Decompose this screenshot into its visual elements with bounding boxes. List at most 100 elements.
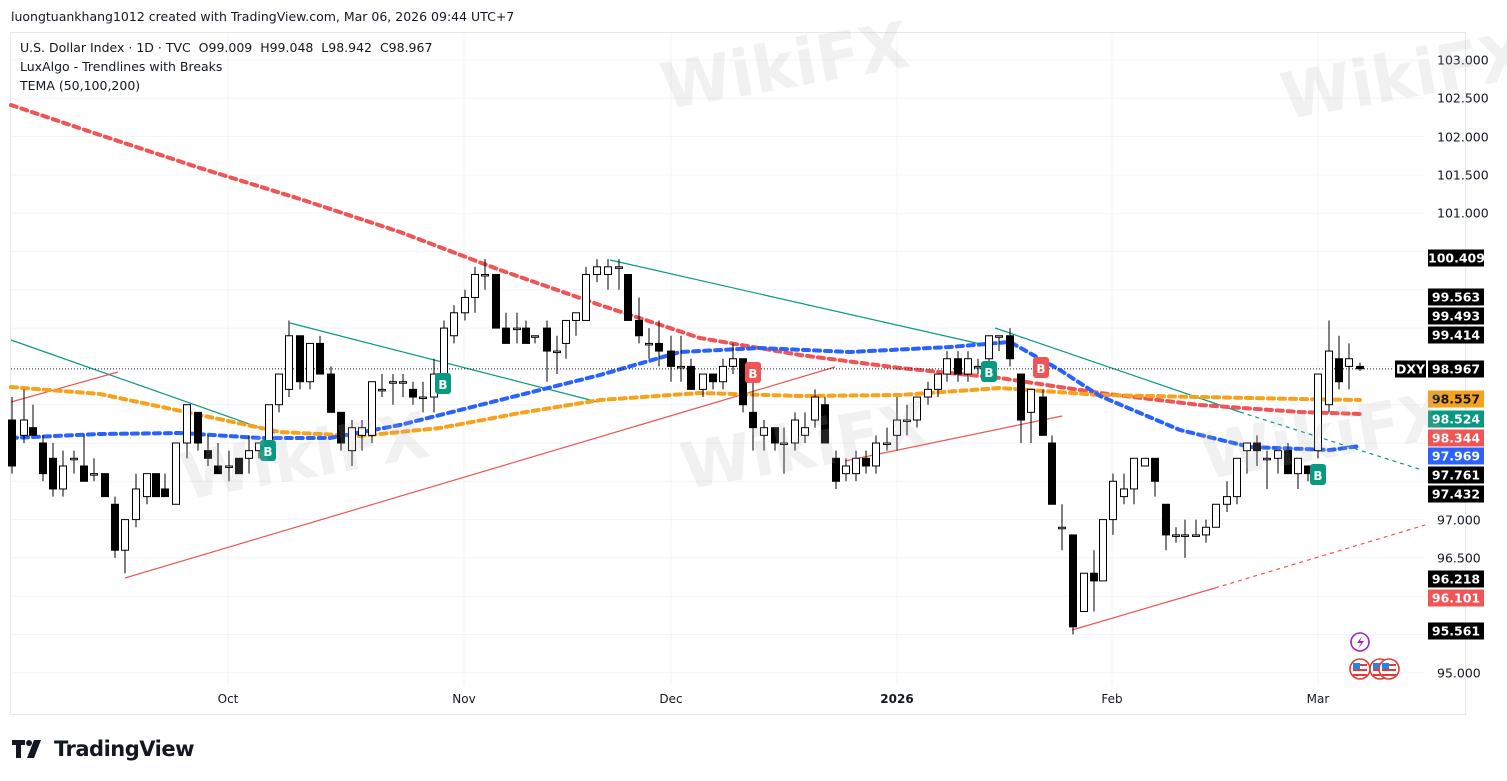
- candle-body: [513, 327, 521, 331]
- candle-body: [1233, 457, 1241, 498]
- time-axis-label: Oct: [217, 692, 239, 706]
- time-axis-label: Feb: [1101, 692, 1123, 706]
- break-down-label[interactable]: B: [1033, 357, 1049, 378]
- svg-text:B: B: [748, 367, 757, 381]
- svg-text:B: B: [984, 366, 993, 380]
- candle-body: [225, 465, 233, 468]
- candle-body: [1202, 526, 1210, 536]
- break-up-label[interactable]: B: [260, 440, 276, 461]
- price-tag: 99.493: [1428, 307, 1484, 325]
- price-tag: 99.563: [1428, 288, 1484, 306]
- candle-body: [852, 457, 860, 475]
- candle-body: [1162, 503, 1170, 536]
- candle-body: [245, 450, 253, 459]
- candle-body: [1345, 358, 1353, 367]
- candle-body: [913, 396, 921, 421]
- candle-body: [667, 350, 675, 367]
- candle-body: [1314, 373, 1322, 452]
- price-axis-tick: 101.500: [1437, 167, 1489, 183]
- candle-body: [771, 427, 779, 444]
- tema-200-line: [9, 103, 1362, 416]
- tradingview-logo: TradingView: [12, 737, 194, 761]
- candle-body: [1223, 496, 1231, 505]
- candle-body: [842, 465, 850, 475]
- break-down-label[interactable]: B: [745, 362, 761, 383]
- candle-body: [214, 465, 222, 475]
- candle-body: [471, 273, 479, 298]
- candle-body: [1325, 350, 1333, 406]
- tema-50-line: [9, 339, 1362, 453]
- time-axis-label: Mar: [1306, 692, 1330, 706]
- candle-body: [419, 396, 427, 400]
- trendline: [609, 259, 986, 346]
- candle-body: [832, 457, 840, 482]
- price-axis-tick: 96.500: [1437, 550, 1481, 566]
- candle-body: [593, 266, 601, 275]
- candle-body: [943, 358, 951, 375]
- trendline: [1214, 524, 1426, 589]
- candle-body: [677, 365, 685, 369]
- tradingview-logo-icon: [12, 740, 41, 758]
- us-flag-stripe: [1382, 669, 1396, 671]
- legend-indicator-tema[interactable]: TEMA (50,100,200): [20, 78, 141, 93]
- candle-body: [604, 266, 612, 275]
- us-flag-canton: [1353, 663, 1360, 669]
- candle-body: [1151, 457, 1159, 482]
- svg-text:B: B: [1313, 469, 1322, 483]
- candle-body: [954, 358, 962, 375]
- candle-body: [995, 335, 1003, 338]
- break-up-label[interactable]: B: [435, 373, 451, 394]
- candle-body: [924, 388, 932, 398]
- candle-body: [801, 427, 809, 436]
- svg-text:B: B: [263, 445, 272, 459]
- tema-100-line: [9, 385, 1362, 439]
- candle-body: [1006, 335, 1014, 360]
- us-flag-stripe: [1353, 674, 1367, 676]
- candle-body: [59, 465, 67, 490]
- candle-body: [90, 473, 98, 476]
- candle-body: [1253, 442, 1261, 452]
- candle-body: [1212, 503, 1220, 528]
- candle-body: [152, 473, 160, 498]
- candle-body: [964, 358, 972, 375]
- candle-body: [1294, 457, 1302, 475]
- us-flag-stripe: [1373, 674, 1387, 676]
- candle-body: [624, 273, 632, 321]
- candle-body: [1090, 572, 1098, 582]
- price-axis-tick: 101.000: [1437, 205, 1489, 221]
- candle-body: [811, 396, 819, 421]
- trendline: [1071, 587, 1216, 631]
- trendline: [124, 366, 836, 579]
- candle-body: [70, 457, 78, 461]
- legend-indicator-luxalgo[interactable]: LuxAlgo - Trendlines with Breaks: [20, 59, 223, 74]
- lightning-bolt-icon: [1357, 636, 1364, 649]
- candle-body: [1274, 450, 1282, 459]
- price-tag: 100.409: [1428, 249, 1485, 267]
- symbol-tag: DXY: [1395, 360, 1426, 378]
- legend-symbol-ohlc[interactable]: U.S. Dollar Index · 1D · TVC O99.009 H99…: [20, 40, 433, 55]
- candle-body: [143, 473, 151, 498]
- break-up-label[interactable]: B: [981, 361, 997, 382]
- candle-body: [582, 273, 590, 321]
- price-axis-tick: 97.000: [1437, 512, 1481, 528]
- price-tag: 97.969: [1428, 447, 1484, 465]
- candle-body: [121, 519, 129, 551]
- candle-body: [285, 335, 293, 390]
- chart-credit: luongtuankhang1012 created with TradingV…: [11, 9, 515, 24]
- break-up-label[interactable]: B: [1310, 464, 1326, 485]
- candle-body: [729, 358, 737, 367]
- candle-body: [883, 442, 891, 445]
- candle-body: [1120, 488, 1128, 498]
- candle-body: [409, 388, 417, 398]
- candle-body: [522, 327, 530, 344]
- candle-body: [358, 427, 366, 436]
- candle-body: [389, 381, 397, 384]
- candle-body: [204, 450, 212, 459]
- candle-body: [1192, 534, 1200, 537]
- candle-body: [461, 296, 469, 314]
- candle-body: [399, 381, 407, 384]
- trendline: [844, 415, 1063, 462]
- time-axis-label: Nov: [452, 692, 476, 706]
- price-tag: 98.524: [1428, 410, 1484, 428]
